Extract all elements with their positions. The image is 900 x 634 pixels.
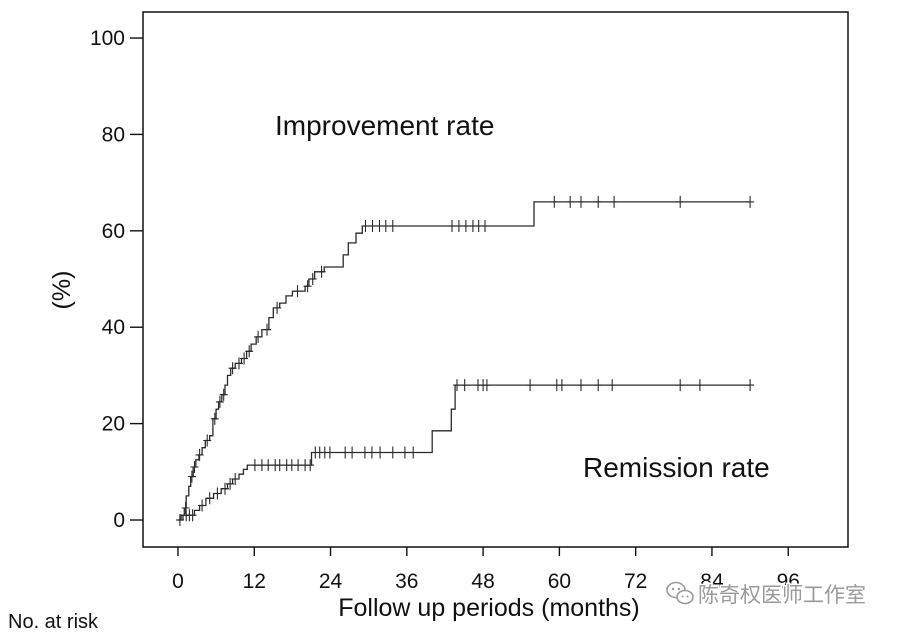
x-tick-label: 0 (172, 570, 184, 593)
censor-mark (215, 395, 224, 408)
x-tick-label: 12 (243, 570, 266, 593)
censor-mark (198, 499, 207, 512)
improvement-rate-censor-marks (181, 195, 755, 514)
censor-mark (676, 195, 685, 208)
plot-frame (142, 11, 849, 548)
y-tick-label: 60 (102, 220, 125, 243)
censor-mark (376, 446, 385, 459)
x-axis-label: Follow up periods (months) (338, 594, 640, 622)
y-tick-label: 20 (102, 413, 125, 436)
censor-mark (254, 330, 263, 343)
censor-mark (550, 195, 559, 208)
x-tick-label: 48 (471, 570, 494, 593)
y-tick-label: 100 (90, 27, 125, 50)
x-axis-ticks: 0 12 24 36 48 60 72 84 96 (172, 547, 800, 593)
censor-mark (608, 379, 617, 392)
censor-mark (190, 461, 199, 473)
censor-mark (245, 345, 254, 358)
censor-mark (388, 446, 397, 459)
remission-rate-censor-marks (175, 379, 755, 526)
censor-mark (676, 379, 685, 392)
censor-mark (454, 220, 463, 232)
wechat-icon (666, 581, 694, 605)
censor-mark (482, 379, 491, 392)
remission-rate-line (178, 384, 751, 521)
censor-mark (226, 477, 235, 490)
censor-mark (388, 220, 397, 232)
censor-mark (360, 446, 369, 459)
censor-mark (219, 388, 228, 401)
censor-mark (188, 509, 197, 522)
y-tick-label: 0 (113, 509, 125, 532)
censor-mark (348, 446, 357, 459)
censor-mark (746, 379, 755, 392)
censor-mark (746, 195, 755, 208)
censor-mark (341, 446, 350, 459)
censor-mark (213, 487, 222, 500)
y-tick-label: 80 (102, 123, 125, 146)
series-label-improvement-rate: Improvement rate (275, 110, 494, 141)
x-tick-label: 24 (319, 570, 343, 593)
y-axis-label: (%) (48, 271, 76, 310)
y-tick-label: 40 (102, 316, 125, 339)
x-tick-label: 84 (700, 570, 724, 593)
y-axis-ticks: 0 20 40 60 80 100 (90, 27, 143, 532)
censor-mark (481, 220, 489, 232)
censor-mark (231, 473, 240, 485)
censor-mark (195, 448, 204, 461)
censor-mark (293, 285, 302, 298)
censor-mark (461, 220, 470, 232)
censor-mark (175, 514, 184, 526)
censor-mark (210, 412, 219, 425)
x-tick-label: 96 (777, 570, 800, 593)
censor-mark (594, 195, 603, 208)
risk-table-label: No. at risk (8, 611, 99, 633)
x-tick-label: 60 (548, 570, 571, 593)
censor-mark (308, 273, 317, 285)
watermark-text: 陈奇权医师工作室 (698, 583, 866, 607)
censor-mark (361, 220, 370, 232)
censor-mark (228, 362, 237, 375)
series-label-remission-rate: Remission rate (583, 452, 770, 483)
censor-mark (577, 379, 585, 392)
censor-mark (221, 482, 229, 495)
censor-mark (203, 434, 212, 447)
censor-mark (557, 379, 566, 392)
censor-mark (367, 446, 376, 459)
x-tick-label: 36 (395, 570, 418, 593)
x-tick-label: 72 (624, 570, 647, 593)
censor-mark (235, 357, 243, 370)
censor-mark (306, 459, 315, 472)
censor-mark (381, 220, 390, 232)
censor-mark (594, 379, 603, 392)
censor-mark (240, 352, 249, 365)
censor-mark (294, 459, 303, 472)
censor-mark (526, 379, 535, 392)
censor-mark (275, 459, 284, 472)
censor-mark (448, 220, 456, 232)
censor-mark (453, 379, 461, 392)
censor-mark (460, 379, 469, 392)
censor-mark (273, 301, 282, 314)
censor-mark (610, 195, 619, 208)
censor-mark (577, 195, 585, 208)
censor-mark (263, 323, 271, 336)
censor-mark (695, 379, 704, 392)
censor-mark (368, 220, 377, 232)
censor-mark (409, 446, 418, 459)
censor-mark (264, 459, 273, 472)
watermark: 陈奇权医师工作室 (666, 581, 868, 609)
censor-mark (303, 280, 312, 293)
censor-mark (187, 470, 196, 483)
censor-mark (566, 195, 575, 208)
censor-mark (250, 459, 259, 472)
censor-mark (317, 265, 326, 278)
censor-mark (205, 492, 214, 505)
censor-mark (400, 446, 409, 459)
censor-mark (181, 502, 190, 514)
censor-mark (325, 446, 334, 459)
series-layer (175, 195, 755, 526)
